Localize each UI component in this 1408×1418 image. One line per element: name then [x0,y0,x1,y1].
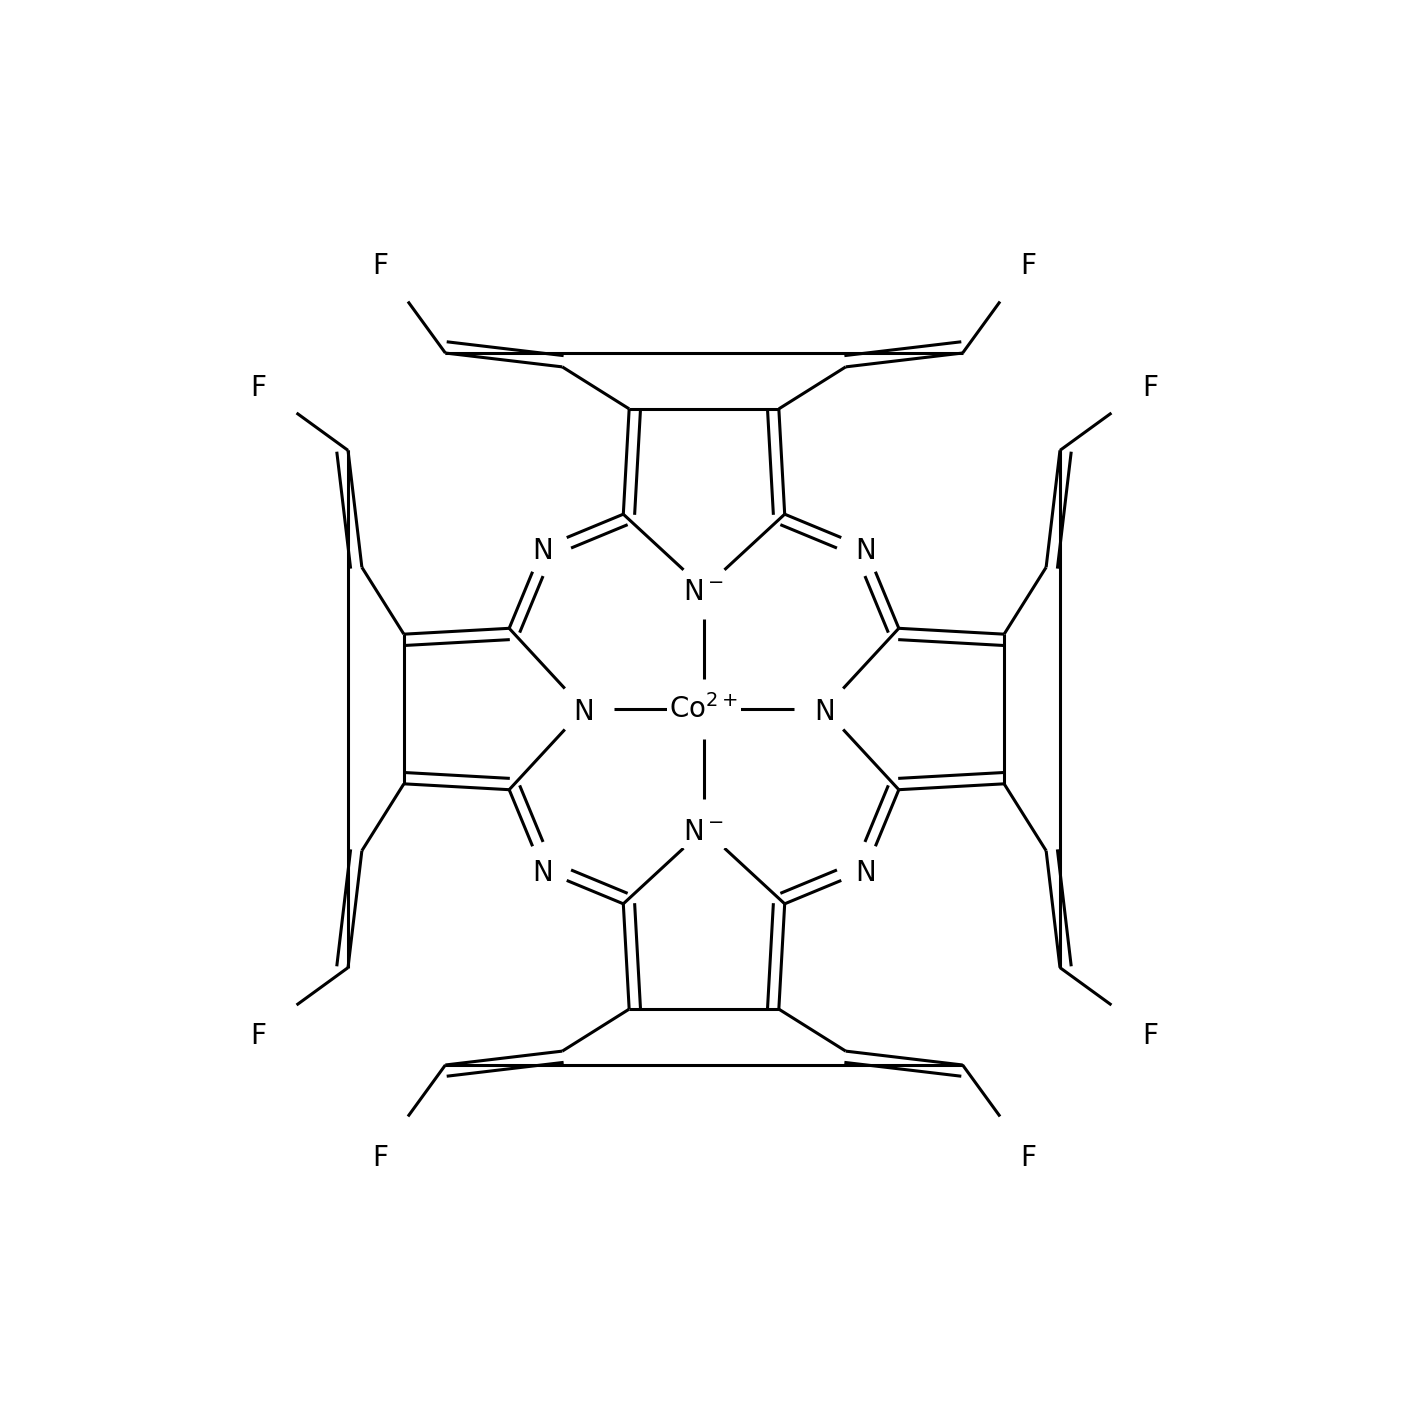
Text: N: N [855,859,876,888]
Text: F: F [1021,252,1036,279]
Text: N: N [532,536,553,564]
Text: F: F [249,1022,266,1051]
Text: N$^-$: N$^-$ [683,577,725,605]
Text: F: F [1021,1144,1036,1173]
Text: N$^-$: N$^-$ [683,818,725,847]
Text: F: F [1142,374,1159,401]
Text: F: F [372,252,387,279]
Text: N: N [855,536,876,564]
Text: F: F [372,1144,387,1173]
Text: F: F [1142,1022,1159,1051]
Text: N: N [532,859,553,888]
Text: N: N [573,698,594,726]
Text: Co$^{2+}$: Co$^{2+}$ [669,693,739,725]
Text: F: F [249,374,266,401]
Text: N: N [814,698,835,726]
